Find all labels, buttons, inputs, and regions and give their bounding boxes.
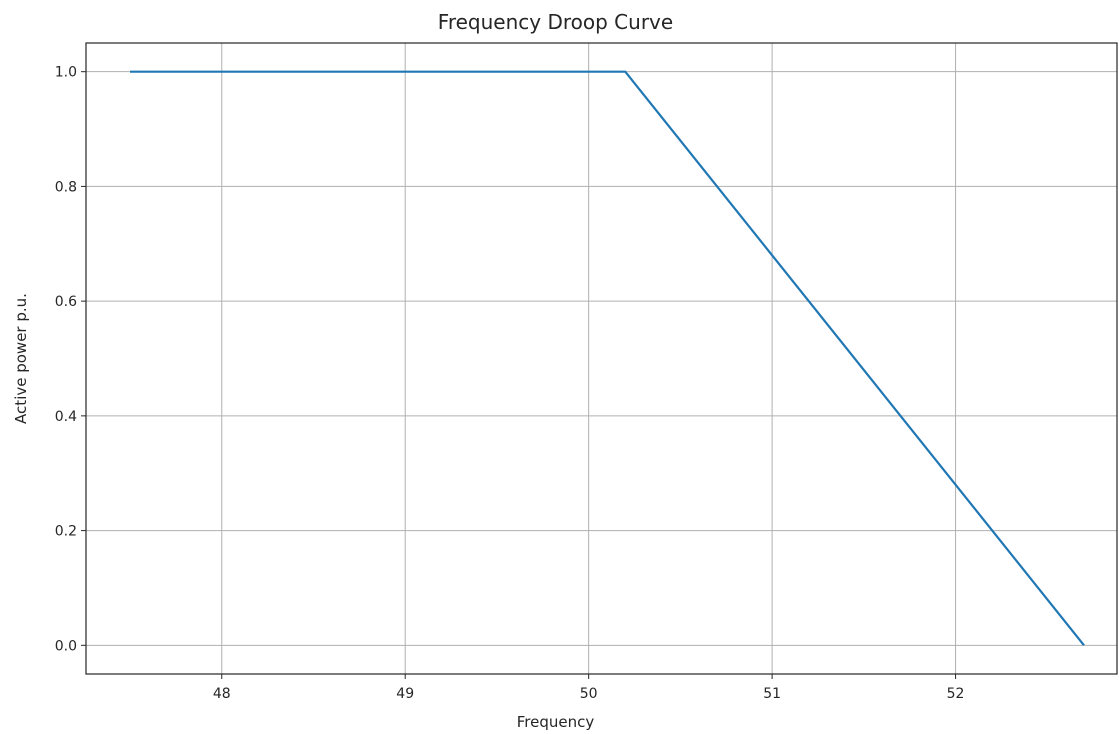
y-tick-label: 0.4 [55,409,77,425]
x-tick-label: 50 [580,686,598,702]
y-tick-label: 0.8 [55,179,77,195]
chart-title: Frequency Droop Curve [438,10,673,34]
grid [86,43,1117,674]
ticks: 48 49 50 51 52 0.0 0.2 0.4 0.6 0.8 1.0 [55,65,965,702]
plot-frame [85,42,1118,675]
x-tick-label: 49 [396,686,414,702]
y-tick-label: 0.0 [55,638,77,654]
droop-curve-line [130,70,1085,646]
x-tick-label: 48 [213,686,231,702]
series-layer [130,70,1085,646]
x-axis-title: Frequency [517,713,595,731]
x-tick-label: 52 [947,686,965,702]
y-axis-title: Active power p.u. [12,293,30,424]
y-tick-label: 0.6 [55,294,77,310]
y-tick-label: 1.0 [55,65,77,81]
y-tick-label: 0.2 [55,524,77,540]
x-tick-label: 51 [763,686,781,702]
